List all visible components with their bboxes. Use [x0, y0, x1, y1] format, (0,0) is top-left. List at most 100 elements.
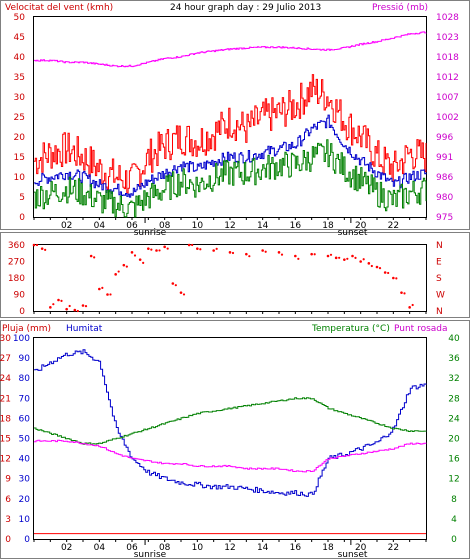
- x-tick-label: 18: [322, 221, 334, 231]
- wind-speed-tick-label: 35: [14, 73, 25, 83]
- sunrise-label: sunrise: [134, 228, 167, 238]
- wind-speed-tick-label: 20: [14, 133, 26, 143]
- wind-direction-point: [231, 251, 235, 255]
- direction-compass-label: S: [436, 274, 442, 284]
- wind-speed-tick-label: 50: [14, 13, 26, 23]
- wind-direction-point: [196, 247, 199, 250]
- pressure-tick-label: 975: [436, 213, 453, 223]
- x-tick-label: 02: [61, 221, 72, 231]
- rain-tick-label: 27: [0, 354, 11, 364]
- rain-tick-label: 24: [0, 374, 11, 384]
- wind-direction-point: [400, 291, 403, 294]
- humidity-tick-label: 80: [19, 374, 31, 384]
- x-tick-label: 08: [159, 543, 171, 553]
- x-tick-label: 04: [94, 221, 106, 231]
- wind-direction-point: [163, 245, 166, 249]
- wind-direction-point: [378, 266, 382, 270]
- pressure-tick-label: 1023: [436, 33, 459, 43]
- humidity-tick-label: 30: [19, 475, 31, 485]
- wind-direction-point: [187, 243, 191, 247]
- wind-speed-tick-label: 45: [14, 33, 25, 43]
- rain-tick-label: 9: [5, 475, 11, 485]
- wind-direction-point: [261, 249, 264, 252]
- wind-direction-point: [182, 293, 186, 296]
- direction-compass-label: E: [436, 258, 442, 268]
- wind-direction-point: [334, 256, 338, 260]
- direction-degree-label: 270: [8, 258, 25, 268]
- wind-direction-point: [277, 251, 281, 254]
- rain-tick-label: 0: [5, 535, 11, 545]
- wind-direction-point: [367, 262, 371, 265]
- wind-direction-point: [150, 248, 153, 251]
- wind-direction-point: [32, 243, 36, 247]
- direction-compass-label: N: [436, 307, 443, 317]
- wind-direction-point: [68, 304, 71, 308]
- wind-direction-point: [403, 292, 406, 295]
- series-line-pressi-mb-: [34, 31, 427, 68]
- humidity-axis-label: Humitat: [66, 324, 103, 334]
- temperature-tick-label: 0: [451, 535, 457, 545]
- wind-direction-point: [375, 265, 379, 269]
- temperature-tick-label: 12: [448, 475, 459, 485]
- wind-direction-point: [101, 286, 104, 289]
- series-line-mitjana: [34, 114, 427, 198]
- x-tick-label: 22: [388, 221, 399, 231]
- pressure-tick-label: 1018: [436, 53, 459, 63]
- series-line-m-nima: [34, 139, 427, 218]
- wind-direction-point: [147, 247, 150, 250]
- sunrise-label: sunrise: [134, 550, 167, 559]
- wind-direction-point: [109, 293, 112, 296]
- wind-direction-point: [93, 256, 96, 259]
- wind-direction-point: [155, 249, 158, 252]
- wind-speed-tick-label: 0: [19, 213, 25, 223]
- wind-direction-point: [245, 252, 248, 256]
- x-tick-label: 20: [355, 543, 367, 553]
- x-tick-label: 10: [192, 543, 204, 553]
- wind-direction-point: [395, 277, 398, 280]
- chart-title: 24 hour graph day : 29 Julio 2013: [170, 3, 321, 13]
- wind-direction-point: [44, 248, 47, 251]
- temperature-tick-label: 8: [451, 495, 457, 505]
- wind-direction-point: [73, 308, 77, 312]
- wind-direction-point: [158, 249, 161, 252]
- wind-direction-point: [408, 306, 411, 309]
- wind-direction-panel: [0, 232, 470, 318]
- temperature-tick-label: 28: [448, 394, 460, 404]
- humidity-temp-panel: [0, 320, 470, 559]
- wind-speed-tick-label: 30: [14, 93, 26, 103]
- humidity-tick-label: 20: [19, 495, 31, 505]
- wind-direction-point: [294, 254, 297, 258]
- wind-direction-point: [310, 252, 313, 256]
- wind-direction-point: [174, 284, 177, 287]
- pressure-tick-label: 1007: [436, 93, 459, 103]
- series-line-velocitat-del-vent-kmh-: [34, 74, 427, 194]
- rain-axis-label: Pluja (mm): [2, 324, 51, 334]
- wind-direction-point: [179, 291, 183, 294]
- pressure-tick-label: 986: [436, 173, 453, 183]
- wind-direction-point: [125, 265, 128, 268]
- direction-degree-label: 360: [8, 241, 25, 251]
- wind-direction-point: [89, 254, 93, 258]
- wind-direction-point: [171, 282, 175, 285]
- humidity-tick-label: 50: [19, 435, 31, 445]
- rain-tick-label: 3: [5, 515, 11, 525]
- wind-direction-point: [166, 247, 169, 250]
- direction-compass-label: N: [436, 241, 443, 251]
- wind-direction-point: [106, 293, 109, 296]
- x-tick-label: 20: [355, 221, 367, 231]
- temperature-tick-label: 32: [448, 374, 459, 384]
- wind-direction-point: [343, 258, 346, 261]
- x-tick-label: 06: [126, 221, 138, 231]
- wind-direction-point: [57, 298, 60, 302]
- x-tick-label: 14: [257, 543, 269, 553]
- wind-direction-point: [98, 287, 101, 291]
- temperature-tick-label: 24: [448, 414, 460, 424]
- pressure-tick-label: 980: [436, 193, 453, 203]
- series-line-humitat: [34, 349, 427, 497]
- wind-direction-point: [212, 249, 215, 252]
- wind-pressure-panel: [0, 0, 470, 230]
- wind-direction-point: [280, 253, 284, 256]
- x-tick-label: 04: [94, 543, 106, 553]
- x-tick-label: 12: [224, 543, 235, 553]
